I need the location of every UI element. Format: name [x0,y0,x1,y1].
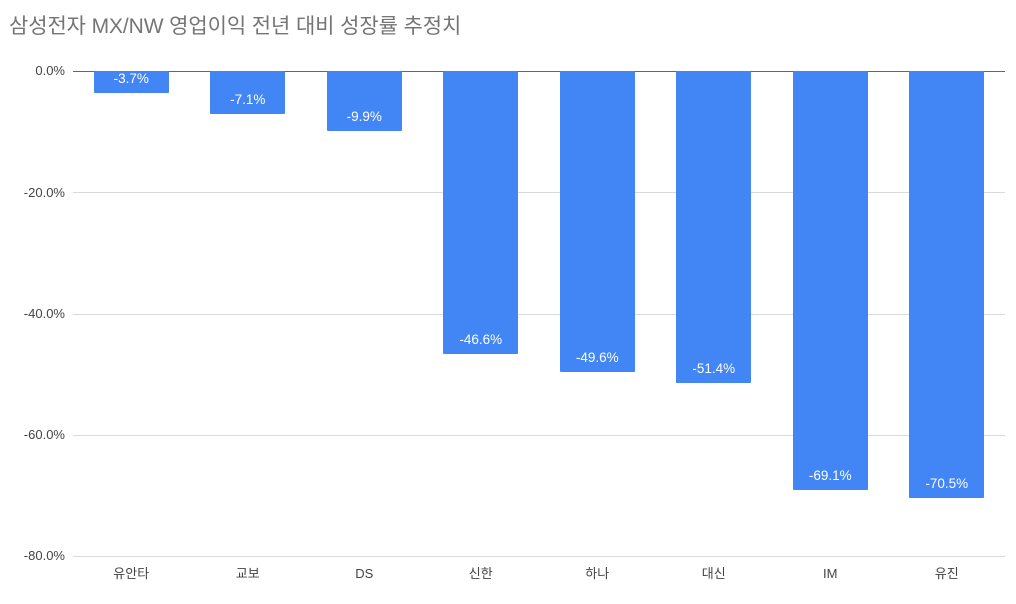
bar-value-label-4: -49.6% [575,349,619,365]
bar-5[interactable]: -51.4% [676,71,752,383]
bar-value-label-6: -69.1% [808,467,852,483]
plot-area: -3.7% -7.1% -9.9% -46.6% -49.6% -51.4% -… [73,71,1005,557]
x-axis-category-label-2: DS [355,566,374,581]
bar-value-label-3: -46.6% [459,331,503,347]
bar-3[interactable]: -46.6% [443,71,519,354]
x-axis-category-label-6: IM [823,566,838,581]
x-axis-category-label-1: 교보 [235,566,260,581]
x-axis-category-label-3: 신한 [468,566,493,581]
bar-value-label-0: -3.7% [113,71,149,87]
y-axis-tick-label-1: -20.0% [23,185,65,200]
bar-value-label-5: -51.4% [692,360,736,376]
y-axis-tick-label-4: -80.0% [23,548,65,563]
bar-6[interactable]: -69.1% [792,71,868,490]
bar-0[interactable]: -3.7% [93,71,169,94]
x-axis-category-label-0: 유안타 [113,566,150,581]
y-axis-tick-label-2: -40.0% [23,306,65,321]
gridline-zero [73,71,1005,72]
bar-2[interactable]: -9.9% [326,71,402,131]
y-axis-tick-label-0: 0.0% [35,63,65,78]
bar-4[interactable]: -49.6% [559,71,635,372]
gridline-minus60 [73,435,1005,436]
bar-1[interactable]: -7.1% [210,71,286,114]
bar-value-label-7: -70.5% [925,476,969,492]
bar-value-label-2: -9.9% [346,109,382,124]
bar-value-label-1: -7.1% [230,92,266,107]
chart-title: 삼성전자 MX/NW 영업이익 전년 대비 성장률 추정치 [9,15,462,38]
gridline-minus80 [73,556,1005,557]
gridline-minus20 [73,192,1005,193]
gridline-minus40 [73,314,1005,315]
x-axis-category-label-4: 하나 [585,566,610,581]
bar-7[interactable]: -70.5% [909,71,985,499]
x-axis-category-label-5: 대신 [701,566,726,581]
x-axis-category-label-7: 유진 [934,566,959,581]
y-axis-tick-label-3: -60.0% [23,427,65,442]
